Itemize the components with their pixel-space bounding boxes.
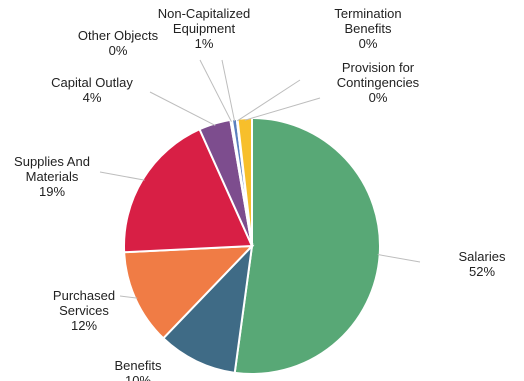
slice-percent-label: 4% bbox=[83, 90, 102, 105]
slice-name-label: Equipment bbox=[173, 21, 236, 36]
pie-slice bbox=[161, 243, 254, 374]
slice-name-label: Non-Capitalized bbox=[158, 6, 251, 21]
slice-labels: Salaries52%Benefits10%PurchasedServices1… bbox=[14, 6, 506, 381]
slice-name-label: Capital Outlay bbox=[51, 75, 133, 90]
slice-name-label: Provision for bbox=[342, 60, 415, 75]
leader-lines bbox=[99, 59, 421, 299]
pie-slice bbox=[233, 116, 381, 375]
pie-slice bbox=[123, 127, 254, 254]
slice-name-label: Services bbox=[59, 303, 109, 318]
leader-line bbox=[377, 254, 421, 263]
slice-percent-label: 10% bbox=[125, 373, 151, 381]
slice-percent-label: 52% bbox=[469, 264, 495, 279]
slice-name-label: Purchased bbox=[53, 288, 115, 303]
slice-name-label: Benefits bbox=[345, 21, 392, 36]
slice-percent-label: 19% bbox=[39, 184, 65, 199]
slice-name-label: Materials bbox=[26, 169, 79, 184]
slice-name-label: Supplies And bbox=[14, 154, 90, 169]
slice-name-label: Benefits bbox=[115, 358, 162, 373]
slice-percent-label: 12% bbox=[71, 318, 97, 333]
leader-line bbox=[199, 59, 232, 122]
pie-slices bbox=[123, 116, 381, 375]
leader-line bbox=[237, 79, 301, 122]
slice-percent-label: 0% bbox=[359, 36, 378, 51]
leader-line bbox=[149, 91, 216, 126]
leader-line bbox=[119, 295, 138, 299]
slice-percent-label: 0% bbox=[109, 43, 128, 58]
slice-name-label: Salaries bbox=[459, 249, 506, 264]
slice-percent-label: 0% bbox=[369, 90, 388, 105]
slice-name-label: Contingencies bbox=[337, 75, 420, 90]
slice-name-label: Termination bbox=[334, 6, 401, 21]
leader-line bbox=[99, 171, 145, 181]
slice-name-label: Other Objects bbox=[78, 28, 159, 43]
leader-line bbox=[244, 97, 321, 121]
pie-slice bbox=[123, 244, 255, 340]
leader-line bbox=[221, 59, 236, 122]
slice-percent-label: 1% bbox=[195, 36, 214, 51]
